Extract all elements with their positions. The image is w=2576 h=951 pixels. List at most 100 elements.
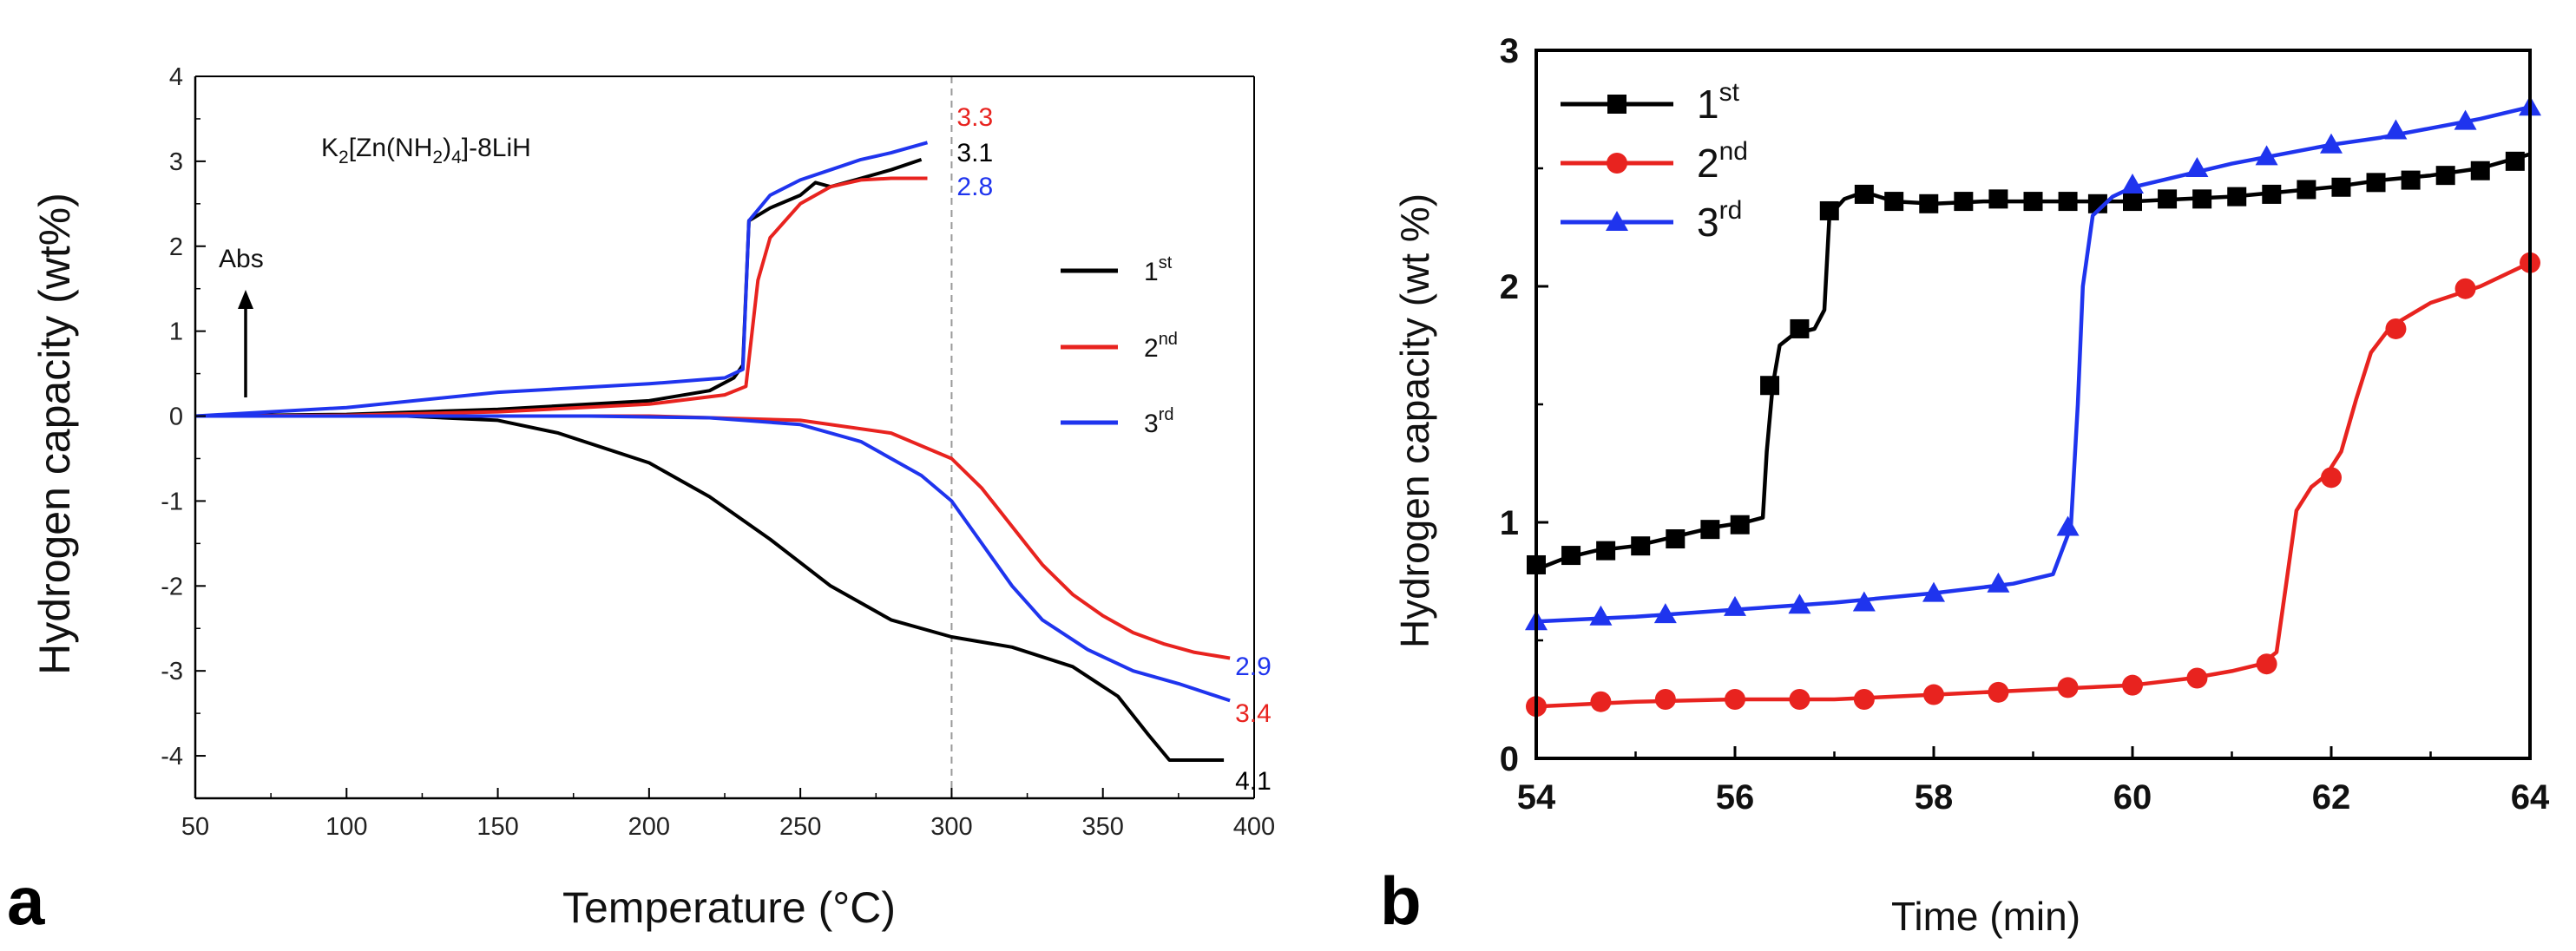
a-value-annotation: 2.9	[1235, 653, 1272, 681]
b-y-tick-label: 0	[1500, 740, 1519, 778]
b-series-1-point	[2505, 151, 2525, 171]
b-y-tick-label: 1	[1500, 504, 1519, 542]
a-value-annotation: 3.3	[956, 103, 993, 132]
a-legend-label: 3rd	[1144, 405, 1173, 438]
b-series-1-point	[2058, 192, 2078, 212]
b-series-1-point	[2023, 192, 2043, 212]
b-series-3-point	[1724, 595, 1746, 616]
a-y-tick-label: -4	[161, 743, 183, 771]
b-series-1-point	[2123, 192, 2142, 212]
a-value-annotation: 2.8	[956, 173, 993, 201]
a-series-2-absorption-line	[194, 176, 928, 418]
b-series-1-point	[1790, 318, 1810, 338]
b-series-1-line	[1535, 152, 2531, 572]
b-y-axis-label: Hydrogen capacity (wt %)	[1392, 193, 1437, 648]
a-legend-label: 1st	[1144, 253, 1173, 286]
b-x-tick-label: 54	[1517, 778, 1556, 817]
b-series-2-point	[2186, 667, 2208, 689]
b-y-tick-label: 3	[1500, 32, 1519, 70]
a-y-tick-label: 0	[169, 403, 183, 431]
b-series-3-point	[2454, 109, 2477, 130]
a-panel-label: a	[7, 862, 45, 939]
b-series-1-point	[2227, 187, 2247, 207]
b-series-1-point	[1666, 529, 1686, 549]
a-x-tick-label: 250	[779, 813, 821, 841]
a-compound-label: K2[Zn(NH2)4]-8LiH	[321, 134, 531, 167]
b-series-2	[1526, 252, 2540, 718]
a-legend-item-3: 3rd	[1061, 405, 1173, 438]
b-series-1-point	[2297, 180, 2316, 200]
b-series-2-point	[1590, 691, 1612, 712]
b-series-2-point	[1725, 689, 1745, 710]
a-legend-label: 2nd	[1144, 330, 1178, 363]
a-value-annotation: 3.1	[956, 139, 993, 167]
b-series-1-point	[2366, 173, 2386, 193]
b-series-1-point	[2158, 189, 2178, 209]
b-series-1-point	[1919, 193, 1939, 213]
b-series-1-point	[1700, 520, 1720, 540]
a-y-tick-label: -3	[161, 658, 183, 685]
b-series-3-point	[1589, 605, 1613, 626]
a-x-tick-label: 100	[325, 813, 367, 841]
a-legend-item-2: 2nd	[1061, 330, 1178, 363]
b-series-2-point	[2385, 318, 2407, 339]
b-series-2-point	[2321, 467, 2342, 489]
b-series-1-point	[1631, 536, 1651, 556]
b-series-2-point	[2057, 677, 2079, 698]
a-series-2-desorption-line	[195, 414, 1231, 660]
b-series-3-point	[1852, 591, 1876, 612]
b-legend-label: 1st	[1697, 78, 1740, 127]
b-series-2-point	[2122, 674, 2143, 696]
a-y-tick-label: 2	[169, 233, 183, 261]
b-series-1-point	[1988, 189, 2008, 209]
b-series-1-point	[2192, 189, 2212, 209]
b-series-1-point	[2401, 170, 2421, 190]
b-series-1-point	[1730, 515, 1750, 535]
b-series-3-point	[2185, 157, 2209, 177]
b-series-1-point	[2262, 184, 2282, 204]
b-series-2-point	[1789, 689, 1810, 710]
a-x-tick-label: 300	[930, 813, 972, 841]
b-series-1-point	[1760, 376, 1780, 396]
a-y-tick-label: 3	[169, 148, 183, 176]
b-x-tick-label: 62	[2312, 778, 2351, 817]
a-series-3-absorption-line	[194, 141, 929, 418]
b-series-1-point	[1561, 546, 1581, 566]
panel-a: 50 100 150 200 250 300 350 400 -4 -3 -2 -1 0 1 2 3 4 3.3…	[7, 63, 1276, 939]
b-series-3-point	[2056, 515, 2080, 536]
a-x-tick-label: 400	[1233, 813, 1275, 841]
a-y-tick-label: 4	[169, 63, 183, 91]
b-series-1-point	[1884, 192, 1904, 212]
b-series-3-point	[2320, 133, 2343, 154]
b-x-tick-label: 60	[2113, 778, 2152, 817]
b-series-2-point	[1988, 681, 2009, 703]
a-x-tick-label: 150	[476, 813, 518, 841]
b-series-1-point	[1954, 192, 1974, 212]
b-legend: 1st 2nd 3rd	[1561, 78, 1748, 245]
b-series-3-point	[1987, 572, 2010, 593]
b-series-1-point	[1819, 200, 1839, 220]
b-legend-swatch-marker	[1607, 95, 1626, 114]
b-series-2-point	[2454, 278, 2476, 299]
b-series-1-point	[2470, 161, 2490, 180]
a-value-annotation: 3.4	[1235, 699, 1272, 728]
b-series-2-point	[1923, 684, 1944, 705]
b-legend-item-3: 3rd	[1561, 196, 1742, 245]
b-series-1-point	[1854, 184, 1874, 204]
a-legend: 1st 2nd 3rd	[1061, 253, 1178, 438]
a-series-3-desorption-line	[195, 414, 1231, 703]
b-series-2-line	[1535, 260, 2531, 709]
b-legend-swatch-marker	[1606, 211, 1628, 231]
b-series-1-point	[2331, 177, 2351, 197]
b-legend-label: 3rd	[1697, 196, 1742, 245]
a-y-tick-label: -1	[161, 488, 183, 515]
b-series-1-point	[2435, 166, 2455, 186]
b-legend-item-2: 2nd	[1561, 137, 1748, 186]
b-series-2-point	[1853, 689, 1875, 710]
a-x-tick-label: 50	[181, 813, 209, 841]
a-x-tick-label: 350	[1082, 813, 1124, 841]
a-x-tick-label: 200	[628, 813, 670, 841]
b-legend-label: 2nd	[1697, 137, 1748, 186]
b-series-3-point	[1922, 581, 1945, 602]
